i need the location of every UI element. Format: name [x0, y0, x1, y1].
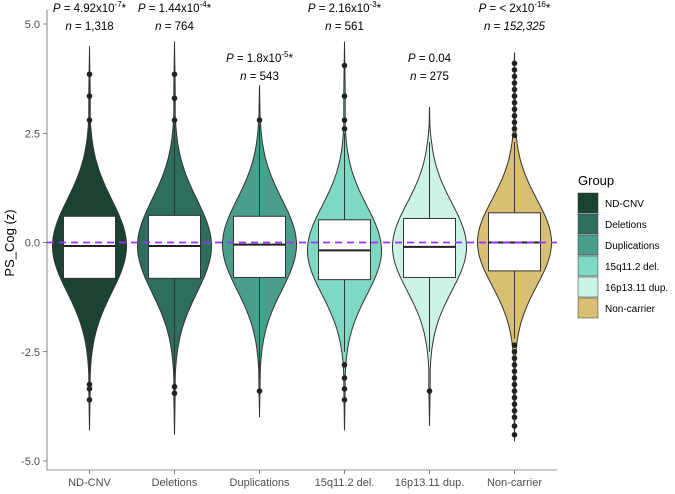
outlier-point	[511, 73, 518, 80]
outlier-point	[511, 119, 518, 126]
n-label: n = 561	[325, 21, 364, 33]
y-tick-label: 5.0	[25, 19, 40, 31]
legend-entry-label: Non-carrier	[605, 304, 656, 315]
outlier-point	[86, 93, 93, 99]
outlier-point	[86, 381, 93, 388]
outlier-point	[511, 106, 518, 113]
outlier-point	[86, 117, 93, 123]
outlier-point	[511, 394, 518, 401]
legend-swatch	[577, 297, 599, 319]
outlier-point	[511, 368, 518, 375]
outlier-point	[171, 95, 178, 102]
outlier-point	[511, 348, 518, 355]
legend-swatch	[577, 192, 599, 214]
outlier-point	[511, 112, 518, 119]
outlier-point	[511, 375, 518, 381]
p-value-label: P = 4.92x10-7*	[53, 0, 127, 15]
outlier-point	[511, 431, 518, 438]
box	[233, 215, 286, 278]
outlier-point	[511, 414, 518, 421]
outlier-point	[511, 423, 518, 429]
outlier-point	[171, 117, 178, 123]
legend: Group ND-CNV Deletions Duplications 15q11.2…	[577, 173, 668, 319]
y-tick-label: 2.5	[25, 128, 40, 140]
x-tick-label: ND-CNV	[68, 477, 111, 489]
outlier-point	[341, 126, 348, 132]
legend-title: Group	[578, 173, 614, 188]
outlier-point	[426, 388, 433, 394]
outlier-point	[511, 60, 518, 67]
legend-swatch	[577, 255, 599, 277]
legend-swatch	[577, 234, 599, 256]
n-label: n = 764	[155, 21, 194, 33]
outlier-point	[171, 383, 178, 390]
outlier-point	[341, 386, 348, 392]
y-axis-title: PS_Cog (z)	[2, 209, 17, 276]
y-ticks-layer: -5.0 -2.5 0.0 2.5 5.0	[21, 19, 47, 468]
outlier-point	[511, 355, 518, 362]
p-value-label: P = < 2x10-16*	[479, 0, 551, 15]
outlier-point	[511, 80, 518, 86]
p-value-label: P = 1.8x10-5*	[226, 50, 293, 65]
plot-background	[47, 0, 557, 470]
legend-entry-label: Duplications	[605, 241, 659, 252]
outlier-point	[511, 401, 518, 407]
outlier-point	[341, 397, 348, 403]
y-tick-label: -5.0	[21, 456, 40, 468]
y-tick-label: -2.5	[21, 347, 40, 359]
outlier-point	[341, 117, 348, 123]
y-tick-label: 0.0	[25, 238, 40, 250]
outlier-point	[511, 388, 518, 394]
outlier-point	[256, 388, 263, 394]
p-value-label: P = 1.44x10-4*	[138, 0, 212, 15]
legend-swatch	[577, 213, 599, 235]
outlier-point	[511, 381, 518, 388]
outlier-point	[511, 67, 518, 73]
outlier-point	[341, 62, 348, 69]
outlier-point	[511, 126, 518, 132]
outlier-point	[171, 390, 178, 397]
violins-layer	[52, 41, 552, 442]
outlier-point	[511, 342, 518, 348]
outlier-point	[341, 362, 348, 368]
outlier-point	[86, 71, 93, 78]
p-value-label: P = 0.04	[408, 53, 452, 65]
outlier-point	[511, 99, 518, 106]
outlier-point	[511, 93, 518, 99]
outlier-point	[511, 132, 518, 139]
outlier-point	[256, 117, 263, 123]
legend-entry-label: 15q11.2 del.	[605, 262, 659, 273]
annotations-layer: P = 4.92x10-7* n = 1,318 P = 1.44x10-4* n =…	[53, 0, 551, 83]
legend-entry-label: Deletions	[605, 220, 647, 231]
n-label: n = 1,318	[65, 21, 113, 33]
outlier-point	[341, 93, 348, 99]
outlier-point	[511, 86, 518, 93]
outlier-point	[341, 375, 348, 381]
outlier-point	[511, 407, 518, 414]
n-label: n = 275	[410, 71, 449, 83]
box	[403, 217, 456, 278]
box	[63, 215, 116, 279]
n-label: n = 543	[240, 71, 279, 83]
legend-entry-label: ND-CNV	[605, 199, 644, 210]
x-ticks-layer: ND-CNV Deletions Duplications 15q11.2 del. 1…	[68, 470, 542, 489]
x-tick-label: Non-carrier	[487, 477, 542, 489]
outlier-point	[86, 386, 93, 392]
legend-entry-label: 16p13.11 dup.	[605, 283, 668, 294]
x-tick-label: Deletions	[152, 477, 198, 489]
n-label: n = 152,325	[484, 21, 546, 33]
outlier-point	[171, 71, 178, 78]
p-value-label: P = 2.16x10-3*	[308, 0, 382, 15]
x-tick-label: 15q11.2 del.	[315, 477, 375, 489]
outlier-point	[86, 397, 93, 403]
outlier-point	[511, 362, 518, 368]
x-tick-label: 16p13.11 dup.	[395, 477, 465, 489]
x-tick-label: Duplications	[230, 477, 290, 489]
legend-swatch	[577, 276, 599, 298]
